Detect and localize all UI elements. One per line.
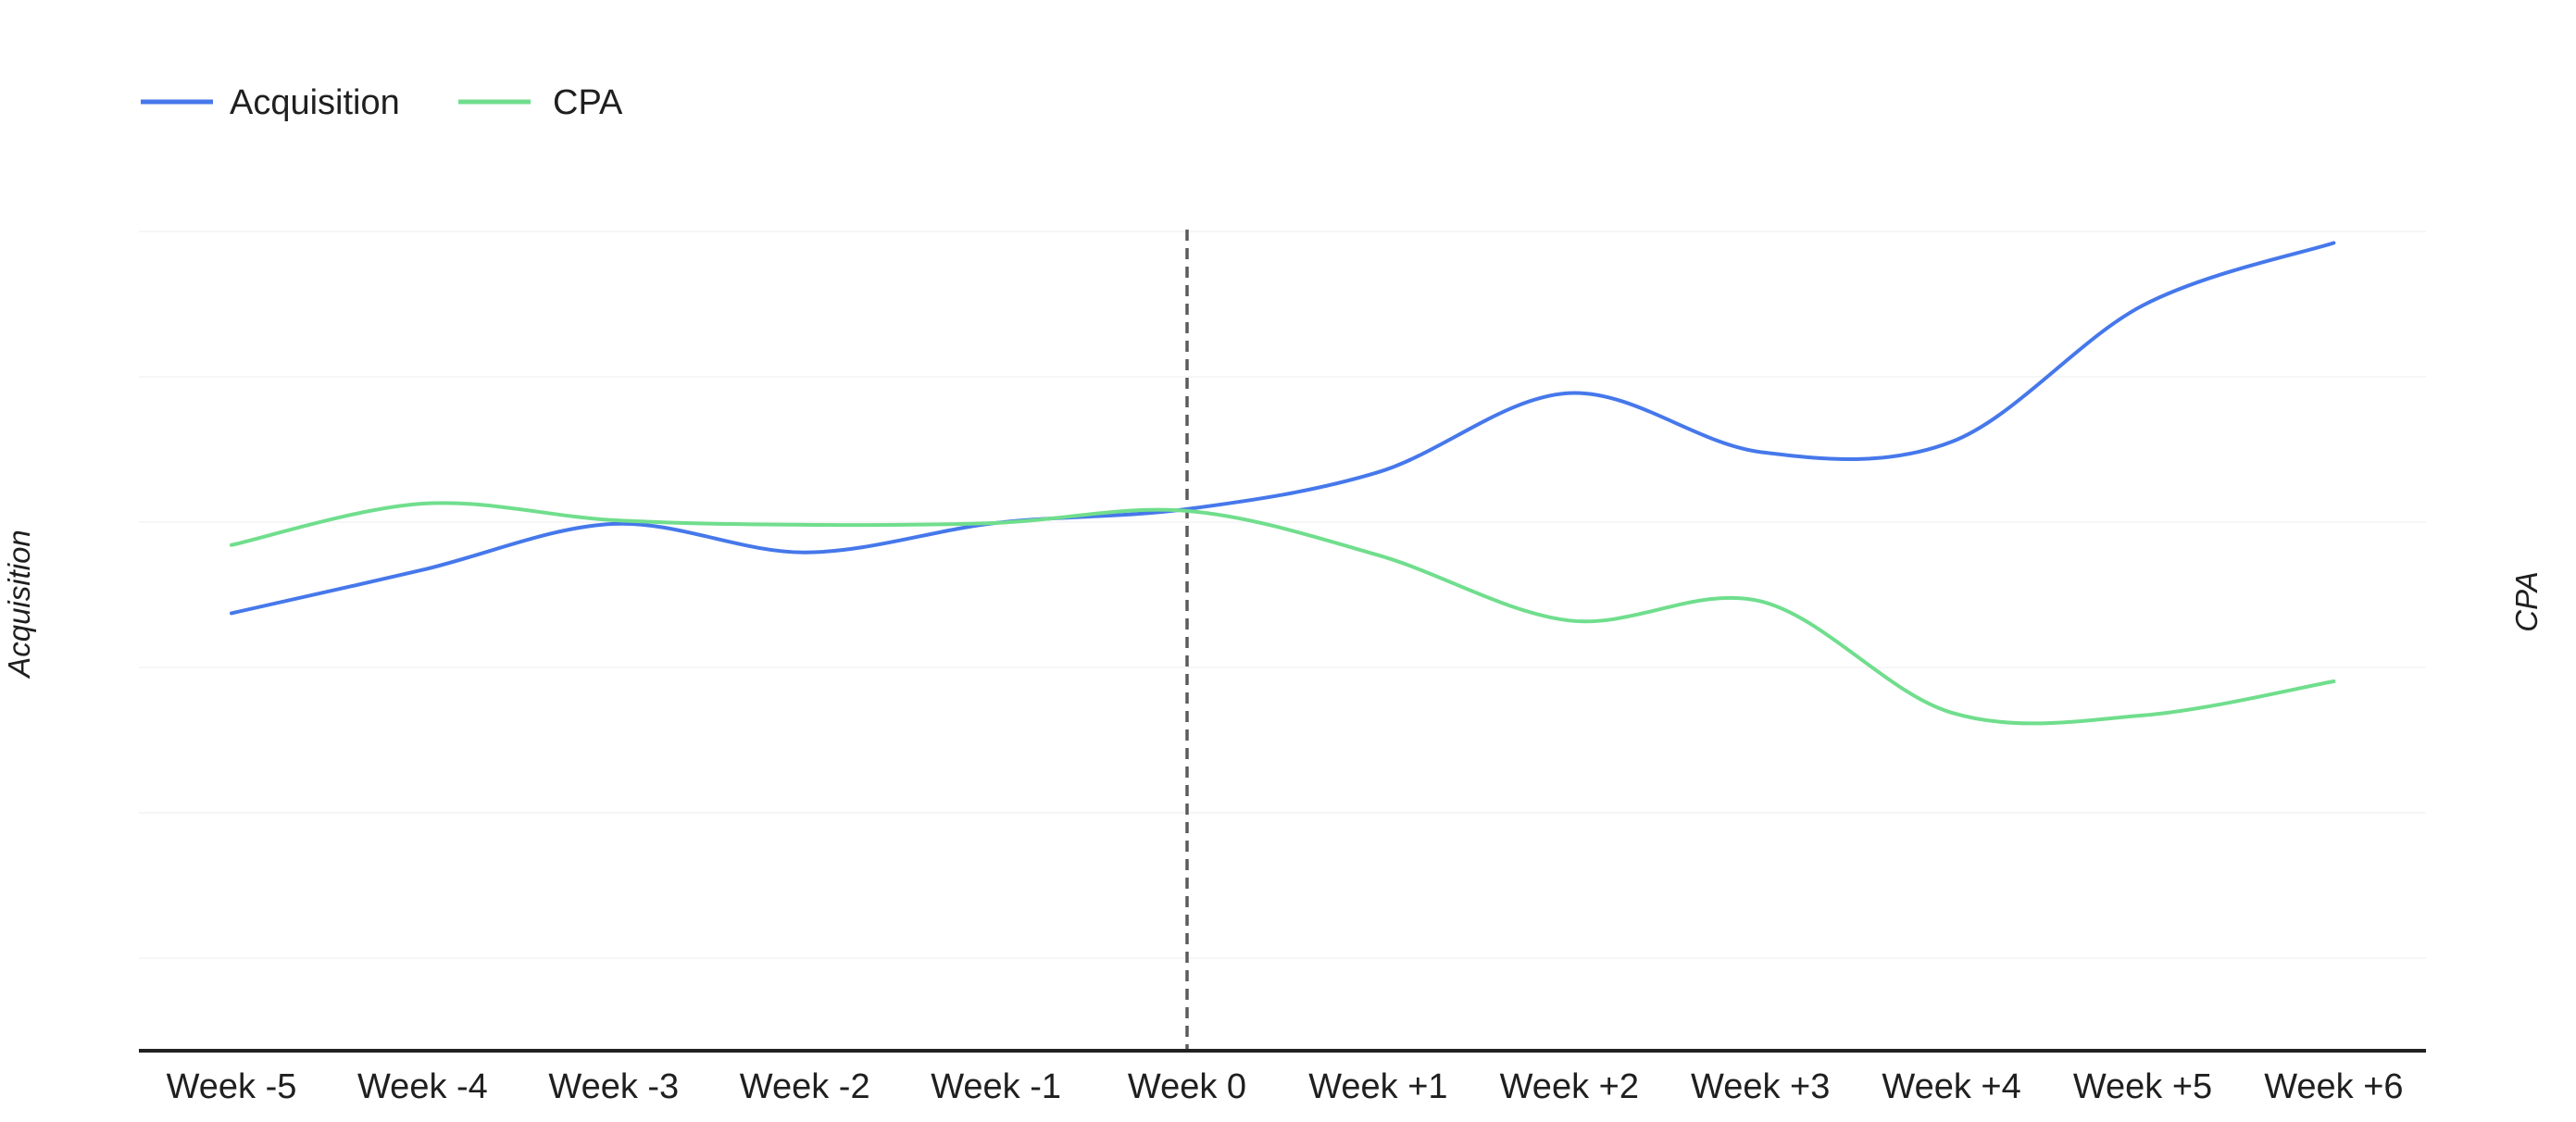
left-axis-title: Acquisition <box>2 530 36 679</box>
x-tick-label: Week -5 <box>167 1067 297 1106</box>
x-tick-label: Week +1 <box>1308 1067 1447 1106</box>
right-axis-title: CPA <box>2509 571 2544 631</box>
x-tick-label: Week -1 <box>931 1067 1061 1106</box>
legend-item-acquisition[interactable]: Acquisition <box>141 83 400 122</box>
legend: Acquisition CPA <box>141 83 623 122</box>
x-tick-label: Week 0 <box>1128 1067 1246 1106</box>
x-tick-label: Week +6 <box>2264 1067 2403 1106</box>
x-tick-label: Week -2 <box>740 1067 870 1106</box>
x-axis-tick-labels: Week -5 Week -4 Week -3 Week -2 Week -1 Week … <box>167 1067 2404 1106</box>
x-tick-label: Week -3 <box>548 1067 679 1106</box>
legend-item-cpa[interactable]: CPA <box>458 83 623 122</box>
x-tick-label: Week +4 <box>1882 1067 2020 1106</box>
x-tick-label: Week -4 <box>357 1067 488 1106</box>
x-tick-label: Week +5 <box>2073 1067 2212 1106</box>
legend-label-acquisition: Acquisition <box>230 83 400 122</box>
series-group <box>230 241 2336 726</box>
legend-label-cpa: CPA <box>553 83 623 122</box>
x-tick-label: Week +3 <box>1691 1067 1830 1106</box>
x-tick-label: Week +2 <box>1500 1067 1639 1106</box>
series-line-acquisition <box>230 241 2336 616</box>
gridlines <box>139 231 2426 959</box>
series-line-cpa <box>230 501 2336 726</box>
